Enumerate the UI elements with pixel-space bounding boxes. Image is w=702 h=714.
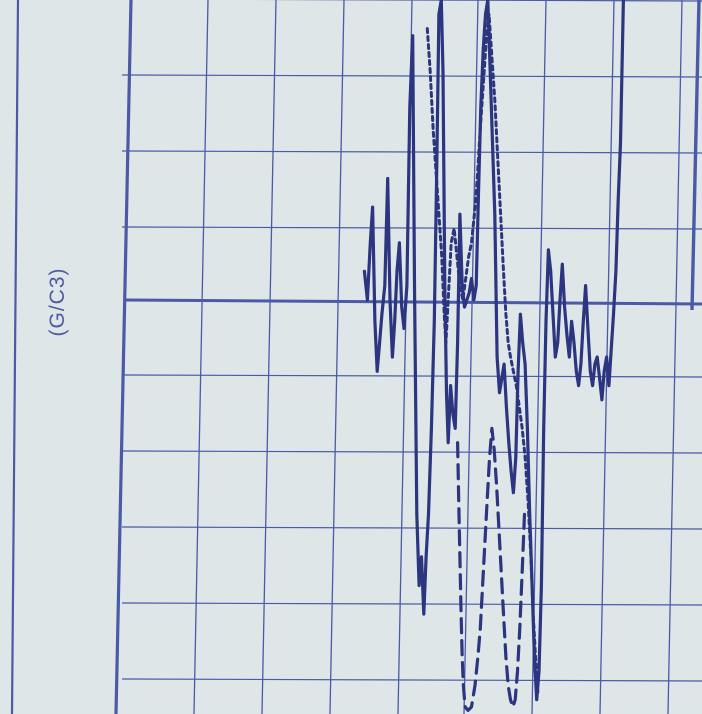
plot-border-line <box>114 0 133 714</box>
unit-label: (G/C3) <box>46 267 69 337</box>
data-series-group <box>362 0 626 713</box>
margin-border-line <box>10 0 20 714</box>
grid-line-vertical <box>329 0 345 714</box>
major-grid-line-horizontal <box>123 298 702 306</box>
grid-line-horizontal <box>121 526 702 530</box>
grid-line-horizontal <box>237 0 702 2</box>
grid-line-horizontal <box>121 374 702 378</box>
grid-line-horizontal <box>121 226 702 230</box>
grid-line-vertical <box>463 0 479 714</box>
series-line-dashed <box>456 426 527 713</box>
right-border-line <box>690 0 701 311</box>
grid-line-horizontal <box>121 602 702 606</box>
grid-line-vertical <box>193 0 209 714</box>
grid-line-horizontal <box>121 678 702 682</box>
series-line-solid <box>362 0 626 702</box>
grid-line-vertical <box>261 0 277 714</box>
grid-line-vertical <box>531 0 547 714</box>
grid-line-horizontal <box>121 450 702 454</box>
series-line-dotted <box>425 12 540 695</box>
grid-line-vertical <box>667 0 683 714</box>
